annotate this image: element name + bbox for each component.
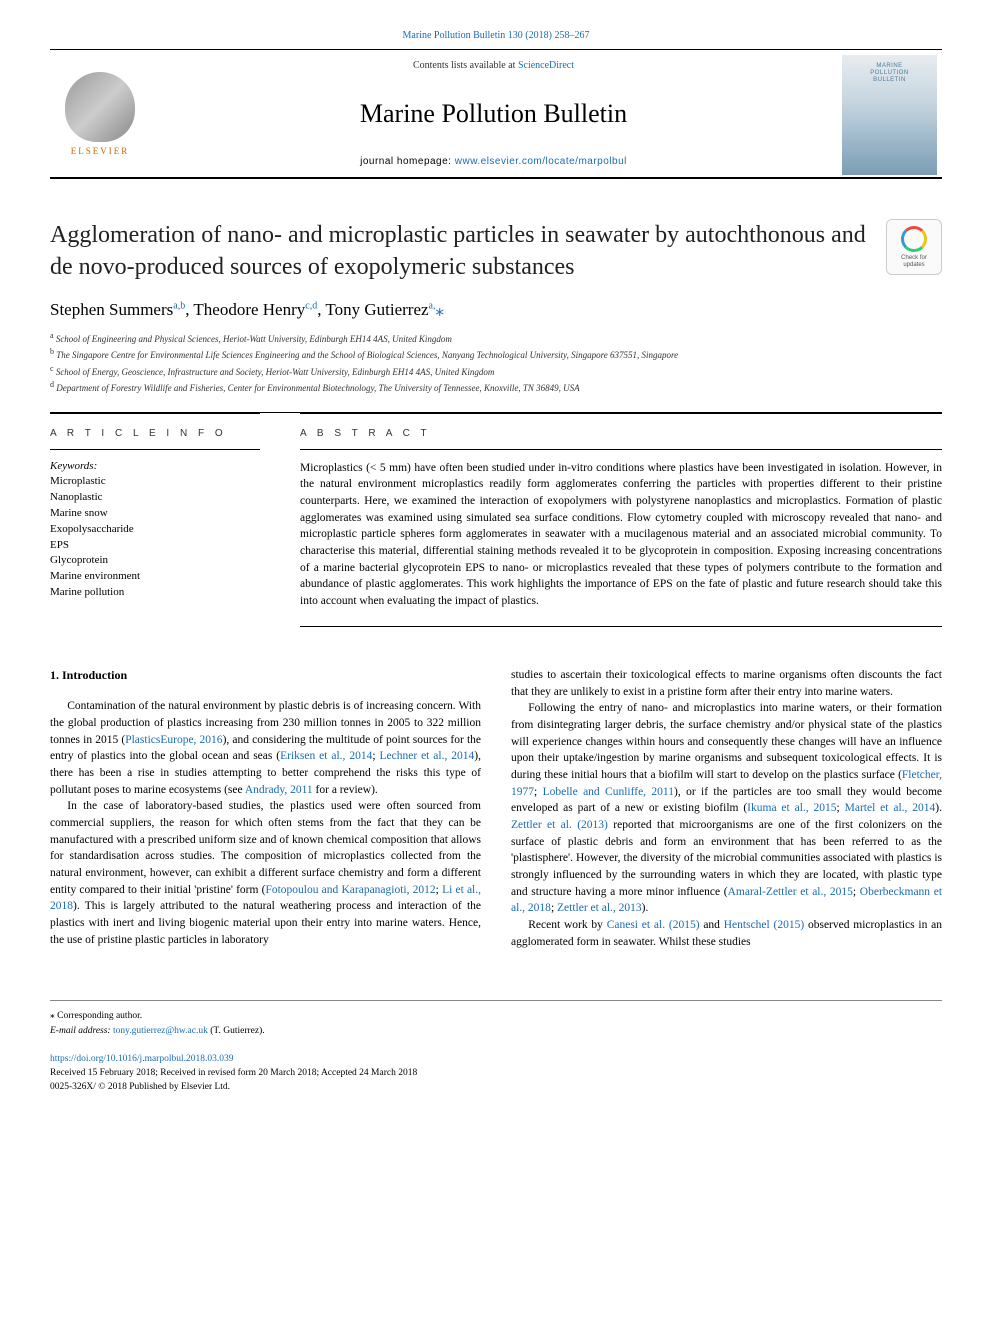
doi-link[interactable]: https://doi.org/10.1016/j.marpolbul.2018… <box>50 1052 942 1066</box>
homepage-line: journal homepage: www.elsevier.com/locat… <box>360 156 627 167</box>
affiliation-c: c School of Energy, Geoscience, Infrastr… <box>50 363 942 380</box>
article-info-column: A R T I C L E I N F O Keywords: Micropla… <box>50 413 260 627</box>
crossmark-icon <box>901 226 927 252</box>
body-paragraph: studies to ascertain their toxicological… <box>511 667 942 700</box>
crossmark-label: Check forupdates <box>901 255 927 268</box>
keyword: Marine environment <box>50 569 260 585</box>
elsevier-logo: ELSEVIER <box>50 50 150 177</box>
received-line: Received 15 February 2018; Received in r… <box>50 1066 942 1080</box>
body-column-right: studies to ascertain their toxicological… <box>511 667 942 950</box>
page-root: Marine Pollution Bulletin 130 (2018) 258… <box>0 0 992 1135</box>
authors-line: Stephen Summersa,b, Theodore Henryc,d, T… <box>50 300 942 320</box>
elsevier-tree-icon <box>65 72 135 142</box>
footer-block: ⁎ Corresponding author. E-mail address: … <box>50 1000 942 1094</box>
keywords-label: Keywords: <box>50 460 260 472</box>
divider-below-abstract <box>300 626 942 627</box>
keyword: Microplastic <box>50 474 260 490</box>
affiliation-a: a School of Engineering and Physical Sci… <box>50 330 942 347</box>
keyword: Exopolysaccharide <box>50 522 260 538</box>
journal-cover-thumbnail: MARINE POLLUTION BULLETIN <box>842 55 937 175</box>
email-line: E-mail address: tony.gutierrez@hw.ac.uk … <box>50 1024 942 1038</box>
affiliation-d: d Department of Forestry Wildlife and Fi… <box>50 379 942 396</box>
journal-header-banner: ELSEVIER Contents lists available at Sci… <box>50 49 942 179</box>
keyword: Marine pollution <box>50 585 260 601</box>
affiliation-b: b The Singapore Centre for Environmental… <box>50 346 942 363</box>
corresponding-author-note: ⁎ Corresponding author. <box>50 1009 942 1023</box>
homepage-link[interactable]: www.elsevier.com/locate/marpolbul <box>455 156 627 167</box>
body-paragraph: Recent work by Canesi et al. (2015) and … <box>511 917 942 950</box>
body-paragraph: In the case of laboratory-based studies,… <box>50 798 481 948</box>
article-info-heading: A R T I C L E I N F O <box>50 428 260 439</box>
journal-name: Marine Pollution Bulletin <box>360 99 627 129</box>
article-title-block: Agglomeration of nano- and microplastic … <box>50 219 866 284</box>
homepage-prefix: journal homepage: <box>360 156 455 167</box>
email-link[interactable]: tony.gutierrez@hw.ac.uk <box>113 1026 208 1036</box>
abstract-text: Microplastics (< 5 mm) have often been s… <box>300 460 942 610</box>
sciencedirect-link[interactable]: ScienceDirect <box>518 60 574 71</box>
cover-title-line2: POLLUTION <box>870 70 909 77</box>
body-paragraph: Contamination of the natural environment… <box>50 698 481 798</box>
affiliations-block: a School of Engineering and Physical Sci… <box>50 330 942 396</box>
elsevier-label: ELSEVIER <box>71 146 130 156</box>
keywords-list: Microplastic Nanoplastic Marine snow Exo… <box>50 474 260 602</box>
email-label: E-mail address: <box>50 1026 111 1036</box>
keyword: Marine snow <box>50 506 260 522</box>
article-head: Agglomeration of nano- and microplastic … <box>50 219 942 284</box>
article-title: Agglomeration of nano- and microplastic … <box>50 219 866 284</box>
abstract-column: A B S T R A C T Microplastics (< 5 mm) h… <box>300 413 942 627</box>
keyword: Nanoplastic <box>50 490 260 506</box>
crossmark-badge[interactable]: Check forupdates <box>886 219 942 275</box>
meta-row: A R T I C L E I N F O Keywords: Micropla… <box>50 413 942 627</box>
contents-lists-line: Contents lists available at ScienceDirec… <box>413 60 574 71</box>
body-paragraph: Following the entry of nano- and micropl… <box>511 700 942 917</box>
copyright-line: 0025-326X/ © 2018 Published by Elsevier … <box>50 1080 942 1094</box>
banner-center: Contents lists available at ScienceDirec… <box>150 50 837 177</box>
contents-prefix: Contents lists available at <box>413 60 518 71</box>
abstract-heading: A B S T R A C T <box>300 428 942 439</box>
citation-line: Marine Pollution Bulletin 130 (2018) 258… <box>50 30 942 41</box>
abstract-divider <box>300 449 942 450</box>
info-divider <box>50 449 260 450</box>
cover-title-line1: MARINE <box>876 63 902 70</box>
email-suffix: (T. Gutierrez). <box>208 1026 265 1036</box>
section-heading: 1. Introduction <box>50 667 481 684</box>
cover-title-line3: BULLETIN <box>873 77 906 84</box>
keyword: Glycoprotein <box>50 553 260 569</box>
keyword: EPS <box>50 538 260 554</box>
footer-meta: https://doi.org/10.1016/j.marpolbul.2018… <box>50 1052 942 1095</box>
body-column-left: 1. Introduction Contamination of the nat… <box>50 667 481 950</box>
body-columns: 1. Introduction Contamination of the nat… <box>50 667 942 950</box>
